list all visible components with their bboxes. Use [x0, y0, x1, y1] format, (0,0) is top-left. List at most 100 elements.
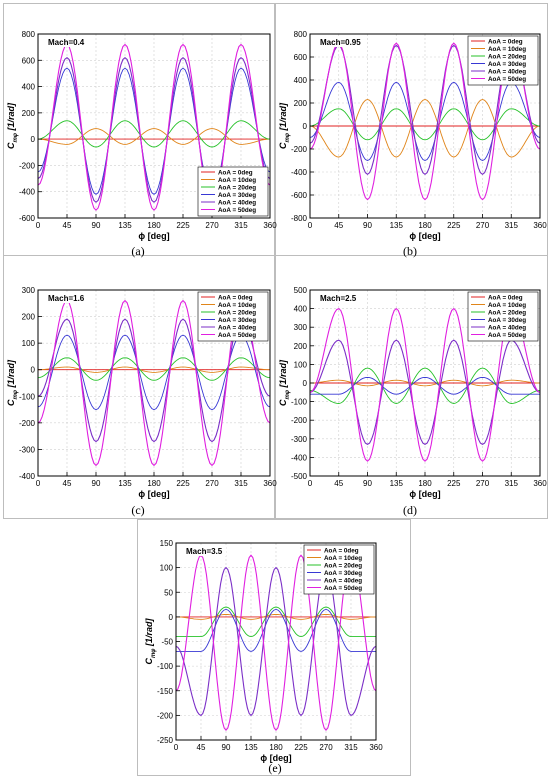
legend-entry: AoA = 10deg — [488, 46, 526, 53]
series-line-40deg — [38, 56, 270, 203]
y-axis-label-main: C — [6, 142, 16, 149]
y-axis-label-sub: mφ — [151, 648, 157, 658]
x-tick-label: 0 — [308, 479, 313, 488]
legend-entry: AoA = 40deg — [488, 325, 526, 332]
x-tick-label: 315 — [344, 743, 358, 752]
chart-panel-d: 0 45 90 135 180 225 270 315 360 -500 -400 -300 -200 -… — [278, 286, 547, 499]
y-tick-label: -800 — [291, 214, 308, 223]
y-tick-label: 300 — [22, 286, 36, 295]
y-axis-label: Cmφ [1/rad] — [278, 359, 291, 406]
x-tick-label: 315 — [234, 479, 248, 488]
series-line-10deg — [38, 366, 270, 373]
y-tick-label: 200 — [294, 342, 308, 351]
x-tick-label: 315 — [505, 479, 519, 488]
x-axis-label: ϕ [deg] — [409, 231, 440, 241]
y-tick-label: 200 — [22, 109, 36, 118]
y-tick-label: 200 — [22, 313, 36, 322]
x-tick-label: 225 — [447, 221, 461, 230]
y-tick-label: -50 — [161, 638, 173, 647]
x-tick-label: 315 — [505, 221, 519, 230]
mach-label: Mach=1.6 — [48, 294, 85, 303]
x-tick-label: 225 — [447, 479, 461, 488]
series-line-40deg — [38, 318, 270, 443]
y-tick-label: -250 — [157, 736, 174, 745]
x-axis-label: ϕ [deg] — [409, 489, 440, 499]
y-axis-label-main: C — [6, 399, 16, 406]
legend-box — [197, 291, 269, 342]
x-tick-label: 135 — [118, 221, 132, 230]
series-line-10deg — [310, 379, 540, 387]
x-tick-label: 0 — [174, 743, 179, 752]
legend-box — [303, 544, 375, 595]
y-tick-label: 400 — [294, 305, 308, 314]
legend-entry: AoA = 0deg — [488, 295, 523, 302]
series-line-20deg — [38, 120, 270, 148]
legend-entry: AoA = 50deg — [218, 207, 256, 214]
y-tick-label: -100 — [291, 398, 308, 407]
x-tick-label: 225 — [294, 743, 308, 752]
x-tick-label: 135 — [118, 479, 132, 488]
x-axis-label: ϕ [deg] — [138, 489, 169, 499]
y-tick-label: 0 — [169, 613, 174, 622]
legend-entry: AoA = 20deg — [488, 54, 526, 61]
legend-entry: AoA = 0deg — [218, 170, 253, 177]
legend-box — [467, 35, 539, 86]
y-tick-label: -400 — [291, 453, 308, 462]
mach-label-box — [318, 36, 360, 47]
legend-entry: AoA = 40deg — [488, 69, 526, 76]
mach-label: Mach=0.95 — [320, 38, 361, 47]
x-tick-label: 90 — [363, 479, 372, 488]
x-tick-label: 180 — [147, 221, 161, 230]
legend-entry: AoA = 0deg — [218, 295, 253, 302]
series-line-40deg — [310, 339, 540, 446]
y-tick-label: 0 — [31, 366, 36, 375]
x-tick-label: 360 — [533, 221, 547, 230]
x-tick-label: 360 — [263, 221, 277, 230]
legend-entry: AoA = 10deg — [218, 177, 256, 184]
y-tick-label: 600 — [22, 56, 36, 65]
mach-label: Mach=2.5 — [320, 294, 357, 303]
y-tick-label: -300 — [291, 435, 308, 444]
x-tick-label: 360 — [369, 743, 383, 752]
y-tick-label: -150 — [157, 687, 174, 696]
x-tick-label: 45 — [63, 479, 72, 488]
y-axis-label-unit: [1/rad] — [278, 102, 288, 133]
series-line-30deg — [310, 81, 540, 161]
y-axis-label-main: C — [278, 399, 288, 406]
x-tick-label: 135 — [390, 221, 404, 230]
x-tick-label: 180 — [147, 479, 161, 488]
series-line-50deg — [38, 299, 270, 467]
y-tick-label: 50 — [164, 588, 173, 597]
y-tick-label: -400 — [19, 188, 36, 197]
legend-entry: AoA = 50deg — [218, 332, 256, 339]
panel-label-e: (e) — [268, 761, 282, 775]
series-line-40deg — [176, 566, 376, 717]
series-line-30deg — [310, 376, 540, 395]
chart-panel-e: 0 45 90 135 180 225 270 315 360 -250 -200 -150 -100 -… — [144, 539, 383, 763]
legend-entry: AoA = 20deg — [218, 310, 256, 317]
y-tick-label: 100 — [294, 360, 308, 369]
series-line-20deg — [310, 108, 540, 141]
y-tick-label: -200 — [291, 416, 308, 425]
y-tick-label: 200 — [294, 99, 308, 108]
y-tick-label: -500 — [291, 472, 308, 481]
series-line-30deg — [176, 609, 376, 652]
y-tick-label: 0 — [303, 122, 308, 131]
x-tick-label: 0 — [36, 221, 41, 230]
legend-entry: AoA = 0deg — [324, 548, 359, 555]
x-tick-label: 225 — [176, 221, 190, 230]
series-line-50deg — [310, 307, 540, 462]
x-tick-label: 0 — [36, 479, 41, 488]
x-tick-label: 360 — [533, 479, 547, 488]
y-tick-label: 600 — [294, 53, 308, 62]
y-axis-label-main: C — [144, 658, 154, 665]
y-axis-label-unit: [1/rad] — [6, 359, 16, 390]
legend-entry: AoA = 20deg — [218, 185, 256, 192]
x-axis-label: ϕ [deg] — [260, 753, 291, 763]
y-axis-label-unit: [1/rad] — [278, 359, 288, 390]
x-tick-label: 45 — [334, 221, 343, 230]
y-tick-label: -100 — [19, 392, 36, 401]
